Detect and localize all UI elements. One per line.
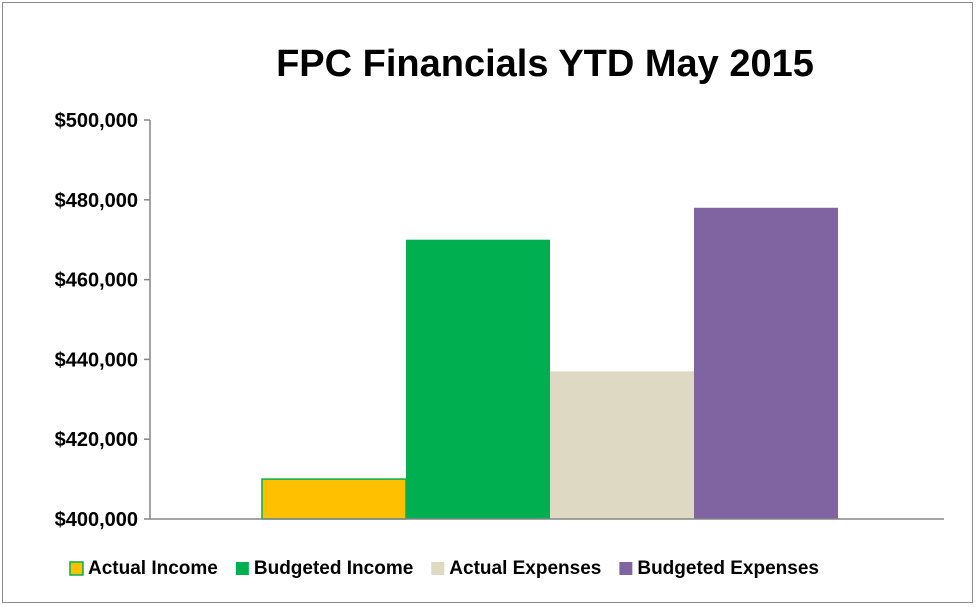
legend-item-budgeted-expenses: Budgeted Expenses xyxy=(619,558,819,579)
legend-item-budgeted-income: Budgeted Income xyxy=(235,558,413,579)
y-tick-label: $480,000 xyxy=(55,190,138,212)
chart-title: FPC Financials YTD May 2015 xyxy=(276,43,814,85)
legend-item-actual-income: Actual Income xyxy=(69,558,218,579)
y-tick-label: $400,000 xyxy=(55,509,138,531)
legend: Actual Income Budgeted Income Actual Expen… xyxy=(69,558,819,579)
bar-budgeted-expenses xyxy=(694,207,838,519)
bar-budgeted-income xyxy=(406,239,550,519)
legend-item-actual-expenses: Actual Expenses xyxy=(431,558,601,579)
y-tick-label: $460,000 xyxy=(55,270,138,292)
bars-group xyxy=(261,207,838,520)
bar-actual-expenses xyxy=(550,371,694,519)
plot-area: $400,000 $420,000 $440,000 $460,000 $480,000… xyxy=(55,110,944,531)
legend-swatch xyxy=(235,562,249,575)
legend-swatch xyxy=(431,562,445,575)
legend-label: Budgeted Income xyxy=(254,558,413,579)
y-tick-label: $420,000 xyxy=(55,429,138,451)
legend-label: Actual Expenses xyxy=(449,558,601,579)
y-tick-label: $500,000 xyxy=(55,110,138,132)
y-tick-label: $440,000 xyxy=(55,349,138,371)
legend-swatch xyxy=(619,562,633,575)
legend-label: Actual Income xyxy=(88,558,218,579)
legend-swatch xyxy=(69,561,84,576)
legend-label: Budgeted Expenses xyxy=(637,558,819,579)
bar-actual-income xyxy=(261,478,407,520)
y-axis-ticks: $400,000 $420,000 $440,000 $460,000 $480,000… xyxy=(55,110,150,531)
